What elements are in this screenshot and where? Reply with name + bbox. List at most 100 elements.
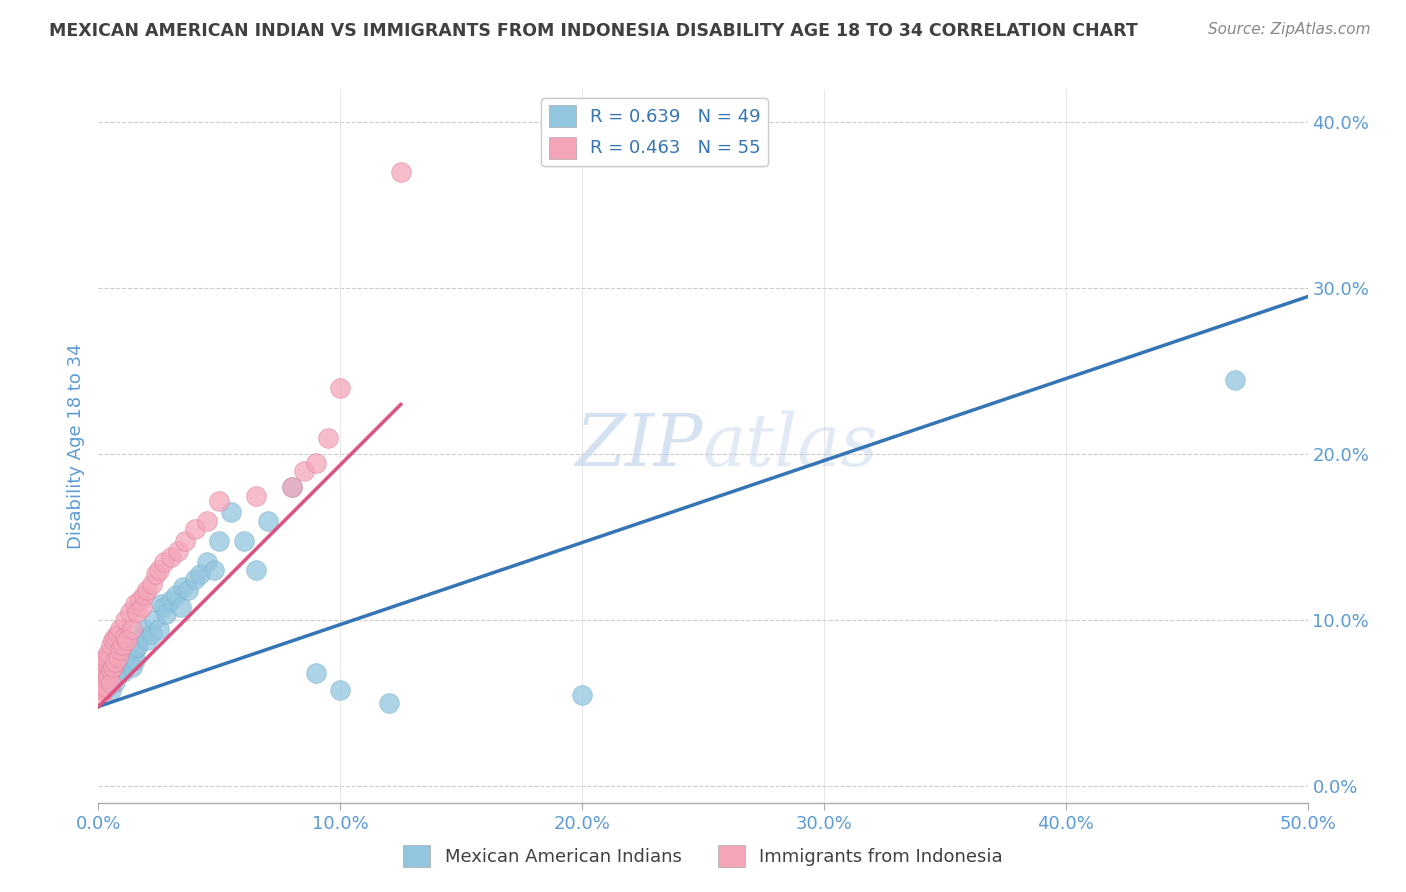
Point [188,566,211,581]
Point [204,564,226,578]
Point [101,633,124,648]
Point [134,588,156,602]
Point [108,643,131,657]
Point [292,464,315,478]
Point [152,555,174,569]
Point [114,613,136,627]
Point [91,676,114,690]
Point [195,555,218,569]
Point [104,630,127,644]
Legend: Mexican American Indians, Immigrants from Indonesia: Mexican American Indians, Immigrants fro… [396,838,1010,874]
Point [329,381,352,395]
Point [155,607,177,621]
Legend: R = 0.639   N = 49, R = 0.463   N = 55: R = 0.639 N = 49, R = 0.463 N = 55 [541,98,768,166]
Point [167,543,190,558]
Point [1223,373,1246,387]
Point [208,533,231,548]
Point [94,655,117,669]
Point [121,659,143,673]
Point [127,640,149,654]
Point [169,599,191,614]
Point [124,643,146,657]
Point [571,688,593,702]
Point [131,630,153,644]
Point [124,653,146,667]
Point [118,655,141,669]
Point [152,599,174,614]
Point [91,659,114,673]
Point [232,533,254,548]
Point [90,671,112,685]
Point [90,671,112,685]
Point [165,588,187,602]
Point [104,674,127,689]
Point [329,682,352,697]
Point [195,514,218,528]
Point [389,165,412,179]
Point [174,533,197,548]
Point [128,593,150,607]
Point [316,431,339,445]
Point [94,649,117,664]
Point [221,505,243,519]
Point [281,481,304,495]
Point [245,489,267,503]
Point [104,655,127,669]
Point [111,649,134,664]
Point [124,597,146,611]
Point [111,638,134,652]
Text: Source: ZipAtlas.com: Source: ZipAtlas.com [1208,22,1371,37]
Point [160,593,183,607]
Point [150,597,173,611]
Point [160,550,183,565]
Point [121,622,143,636]
Point [141,626,163,640]
Point [177,583,200,598]
Point [104,655,127,669]
Text: ZIP: ZIP [575,410,703,482]
Point [134,622,156,636]
Point [131,599,153,614]
Point [100,676,122,690]
Point [172,580,194,594]
Point [305,456,328,470]
Point [90,663,112,677]
Point [127,605,149,619]
Text: MEXICAN AMERICAN INDIAN VS IMMIGRANTS FROM INDONESIA DISABILITY AGE 18 TO 34 COR: MEXICAN AMERICAN INDIAN VS IMMIGRANTS FR… [49,22,1137,40]
Point [245,564,267,578]
Point [97,647,120,661]
Point [143,613,166,627]
Point [135,583,157,598]
Point [90,688,112,702]
Point [94,671,117,685]
Point [100,663,122,677]
Point [90,655,112,669]
Point [256,514,278,528]
Point [118,605,141,619]
Point [94,666,117,681]
Point [141,576,163,591]
Point [135,633,157,648]
Point [114,657,136,671]
Y-axis label: Disability Age 18 to 34: Disability Age 18 to 34 [66,343,84,549]
Point [100,638,122,652]
Point [281,481,304,495]
Point [184,522,207,536]
Point [108,659,131,673]
Point [107,666,129,681]
Point [145,566,167,581]
Point [107,649,129,664]
Point [100,663,122,677]
Point [117,653,139,667]
Point [148,564,170,578]
Point [107,626,129,640]
Point [100,682,122,697]
Point [91,680,114,694]
Point [90,680,112,694]
Point [114,630,136,644]
Point [305,666,328,681]
Point [97,680,120,694]
Point [184,572,207,586]
Point [208,493,231,508]
Point [97,671,120,685]
